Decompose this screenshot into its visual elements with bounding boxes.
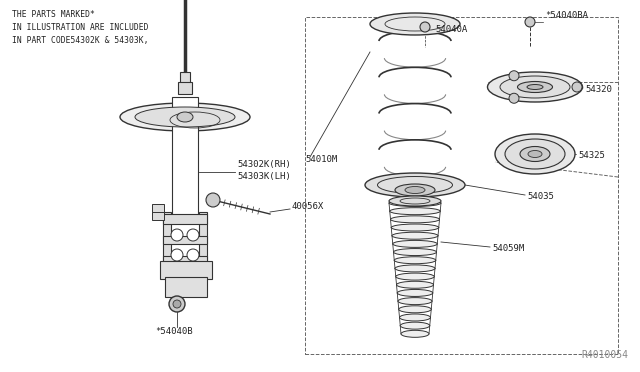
Ellipse shape (390, 208, 440, 215)
Ellipse shape (395, 184, 435, 196)
Ellipse shape (389, 196, 441, 206)
Bar (160, 261, 212, 279)
Text: 54035: 54035 (527, 192, 554, 201)
Bar (305, 17, 618, 354)
Circle shape (509, 71, 519, 81)
Ellipse shape (396, 273, 435, 280)
Ellipse shape (394, 248, 436, 256)
Circle shape (169, 296, 185, 312)
Ellipse shape (395, 265, 435, 272)
Bar (163, 212, 171, 267)
Ellipse shape (365, 173, 465, 197)
Ellipse shape (389, 199, 441, 206)
Text: 54302K(RH): 54302K(RH) (237, 160, 291, 169)
Circle shape (509, 93, 519, 103)
Text: R4010054: R4010054 (581, 350, 628, 360)
Circle shape (187, 249, 199, 261)
Circle shape (206, 193, 220, 207)
Text: *54040BA: *54040BA (545, 11, 588, 20)
Ellipse shape (399, 314, 431, 321)
Ellipse shape (177, 112, 193, 122)
Circle shape (187, 229, 199, 241)
Bar (163, 214, 207, 224)
Text: 54040A: 54040A (435, 25, 467, 34)
Ellipse shape (391, 224, 439, 231)
Ellipse shape (398, 298, 432, 305)
Ellipse shape (505, 139, 565, 169)
Text: 54303K(LH): 54303K(LH) (237, 172, 291, 181)
Circle shape (171, 229, 183, 241)
Bar (165, 277, 207, 297)
Ellipse shape (390, 216, 440, 223)
Bar (172, 97, 198, 217)
Ellipse shape (488, 72, 582, 102)
Ellipse shape (495, 134, 575, 174)
Ellipse shape (399, 306, 431, 313)
Circle shape (171, 249, 183, 261)
Circle shape (173, 300, 181, 308)
Bar (163, 236, 207, 244)
Ellipse shape (405, 186, 425, 193)
Ellipse shape (370, 13, 460, 35)
Ellipse shape (518, 81, 552, 93)
Text: 54010M: 54010M (305, 155, 337, 164)
Bar (199, 212, 207, 267)
Ellipse shape (397, 281, 433, 288)
Ellipse shape (401, 330, 429, 337)
Bar (180, 72, 190, 84)
Ellipse shape (120, 103, 250, 131)
Circle shape (420, 22, 430, 32)
Text: 54059M: 54059M (492, 244, 524, 253)
Ellipse shape (393, 240, 437, 247)
Bar (152, 212, 164, 220)
Text: *54040B: *54040B (155, 327, 193, 336)
Ellipse shape (392, 232, 438, 239)
Ellipse shape (520, 147, 550, 161)
Text: 54325: 54325 (578, 151, 605, 160)
Ellipse shape (500, 76, 570, 98)
Bar (152, 204, 164, 214)
Ellipse shape (400, 322, 429, 329)
Text: 40056X: 40056X (292, 202, 324, 211)
Ellipse shape (528, 151, 542, 157)
Text: 54320: 54320 (585, 85, 612, 94)
Ellipse shape (394, 257, 436, 264)
Bar (178, 82, 192, 94)
Bar (163, 256, 207, 264)
Ellipse shape (527, 84, 543, 90)
Ellipse shape (135, 107, 235, 127)
Circle shape (525, 17, 535, 27)
Ellipse shape (397, 289, 433, 296)
Circle shape (572, 82, 582, 92)
Text: THE PARTS MARKED*
IN ILLUSTRATION ARE INCLUDED
IN PART CODE54302K & 54303K,: THE PARTS MARKED* IN ILLUSTRATION ARE IN… (12, 10, 148, 45)
